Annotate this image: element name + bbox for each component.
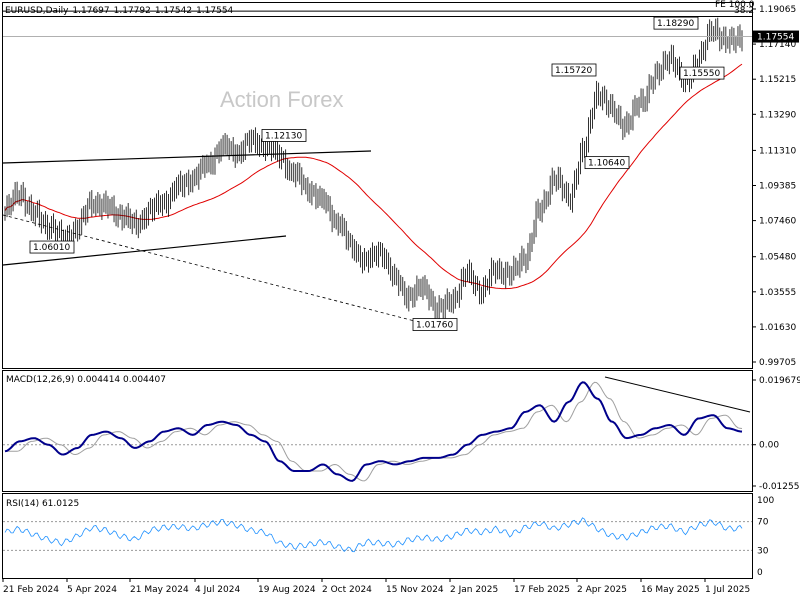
price-annotations: 1.12130 1.06010 1.01760 1.15720 1.10640 1.182… (29, 16, 725, 331)
open-value: 1.17697 (72, 6, 109, 16)
annotation-box (584, 156, 630, 170)
time-tick-label: 2 Oct 2024 (322, 585, 372, 595)
time-tick-label: 19 Aug 2024 (258, 585, 316, 595)
annotation-label: 1.15720 (555, 66, 592, 76)
time-axis: 21 Feb 2024 5 Apr 2024 21 May 2024 4 Jul 20… (2, 578, 750, 595)
annotation-box (412, 318, 458, 331)
upper-channel-line (2, 150, 372, 164)
price-tick-label: 0.99705 (759, 358, 796, 368)
lower-channel-line (2, 235, 287, 266)
ohlc-bars (4, 17, 743, 323)
last-price-box (753, 30, 799, 43)
macd-signal-line (5, 381, 743, 482)
time-tick-label: 4 Jul 2024 (195, 585, 240, 595)
high-value: 1.17792 (114, 6, 151, 16)
rsi-title: RSI(14) 61.0125 (6, 499, 79, 509)
macd-tick-label: -0.012552 (759, 482, 800, 492)
rsi-tick-label: 30 (757, 546, 769, 556)
symbol-label: EURUSD,Daily 1.17697 1.17792 1.17542 1.17554 (5, 6, 234, 16)
macd-divergence-line (604, 376, 751, 413)
fib-extension-line[interactable]: FE 100.0 (3, 0, 755, 17)
time-tick-label: 16 May 2025 (641, 585, 700, 595)
rsi-tick-label: 70 (757, 518, 769, 528)
annotation-box (551, 63, 597, 77)
rsi-tick-label: 0 (757, 568, 763, 578)
price-tick-label: 1.17140 (759, 40, 796, 50)
price-axis: 1.19065 1.17140 1.15215 1.13290 1.11310 1.093… (3, 5, 799, 368)
rsi-panel[interactable] (2, 493, 753, 579)
annotation-box (261, 129, 307, 142)
price-tick-label: 1.11310 (759, 146, 796, 156)
time-tick-label: 2 Apr 2025 (577, 585, 627, 595)
annotation-label: 1.12130 (265, 131, 302, 141)
watermark: Action Forex (220, 87, 344, 112)
fib-label: FE 100.0 (715, 0, 755, 10)
annotation-label: 1.01760 (416, 321, 453, 331)
macd-title: MACD(12,26,9) 0.004414 0.004407 (6, 375, 166, 385)
macd-panel[interactable] (2, 370, 753, 492)
annotation-box (679, 66, 725, 80)
rsi-tick-label: 100 (757, 496, 774, 506)
price-tick-label: 1.05480 (759, 253, 796, 263)
annotation-label: 1.18290 (657, 19, 694, 29)
annotation-box (653, 16, 699, 30)
time-tick-label: 1 Jul 2025 (705, 585, 750, 595)
fib-top-label: 38.2 (734, 6, 754, 16)
annotation-label: 1.10640 (588, 159, 625, 169)
price-tick-label: 1.01630 (759, 323, 796, 333)
macd-line (4, 381, 743, 482)
price-tick-label: 1.15215 (759, 75, 796, 85)
price-tick-label: 1.19065 (759, 5, 796, 15)
macd-tick-label: 0.019679 (759, 376, 800, 386)
annotation-label: 1.06010 (33, 243, 70, 253)
macd-indicator: 0.019679 0.00 -0.012552 (3, 376, 800, 492)
price-tick-label: 1.03555 (759, 288, 796, 298)
time-tick-label: 17 Feb 2025 (514, 585, 570, 595)
macd-tick-label: 0.00 (759, 441, 779, 451)
rsi-indicator: 100 70 30 0 (3, 496, 774, 578)
close-value: 1.17554 (196, 6, 233, 16)
last-price-label: 1.17554 (757, 33, 794, 43)
annotation-box (29, 240, 75, 254)
low-value: 1.17542 (155, 6, 192, 16)
annotation-label: 1.15550 (683, 69, 720, 79)
price-tick-label: 1.07460 (759, 217, 796, 227)
price-tick-label: 1.09385 (759, 182, 796, 192)
time-tick-label: 2 Jan 2025 (450, 585, 498, 595)
rsi-line (4, 517, 743, 553)
price-tick-label: 1.13290 (759, 110, 796, 120)
trendlines[interactable] (2, 150, 431, 326)
dashed-trendline (2, 214, 431, 326)
time-tick-label: 21 May 2024 (130, 585, 189, 595)
time-tick-label: 21 Feb 2024 (3, 585, 59, 595)
time-tick-label: 15 Nov 2024 (386, 585, 444, 595)
time-tick-label: 5 Apr 2024 (67, 585, 117, 595)
symbol-name: EURUSD,Daily (5, 6, 69, 16)
